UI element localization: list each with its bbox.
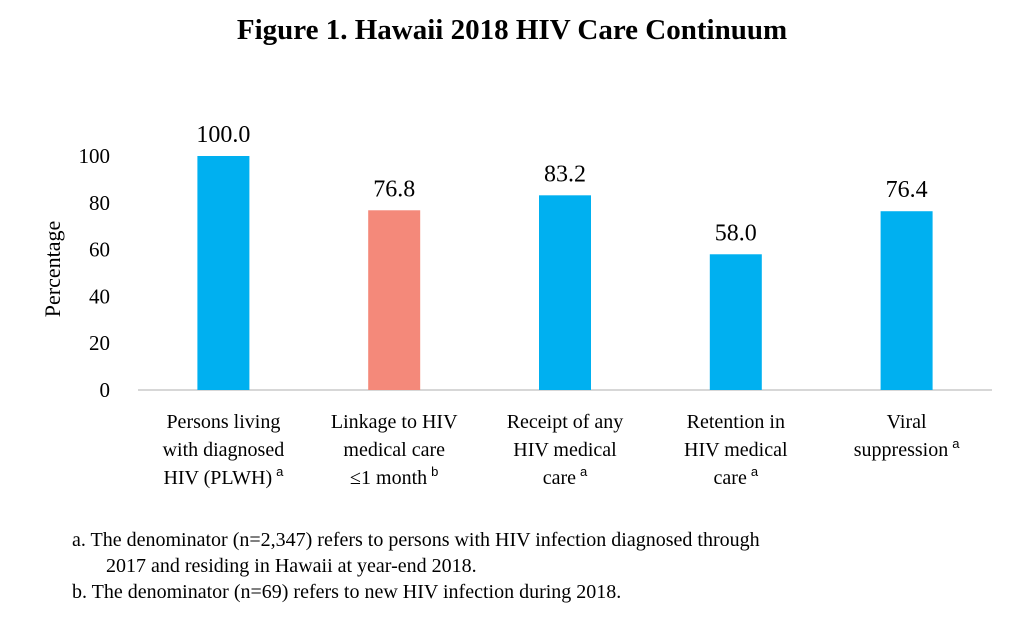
category-label: Retention in	[687, 411, 785, 433]
y-tick-label: 60	[89, 238, 110, 262]
category-label: HIV medical	[684, 439, 788, 461]
data-label: 76.4	[886, 177, 928, 203]
y-tick-label: 40	[89, 284, 110, 308]
footnotes: a. The denominator (n=2,347) refers to p…	[72, 527, 760, 605]
y-tick-label: 80	[89, 191, 110, 215]
bar	[368, 210, 421, 390]
category-label: Receipt of any	[507, 411, 624, 433]
category-label: HIV (PLWH) a	[163, 464, 284, 489]
y-tick-label: 0	[100, 378, 111, 402]
data-label: 83.2	[544, 161, 586, 187]
category-label: Viral	[887, 411, 927, 433]
category-label: medical care	[343, 439, 445, 461]
footnote-a-line2: 2017 and residing in Hawaii at year-end …	[106, 555, 477, 577]
bar	[880, 211, 933, 390]
footnote-b: b. The denominator (n=69) refers to new …	[72, 581, 622, 603]
category-label: Linkage to HIV	[331, 411, 458, 433]
bar	[197, 156, 250, 390]
chart-title: Figure 1. Hawaii 2018 HIV Care Continuum	[236, 14, 788, 46]
category-label: HIV medical	[513, 439, 617, 461]
data-label: 76.8	[373, 176, 415, 202]
bar-chart: Percentage 0 20 40 60 80 100 100.0 Persons livin…	[40, 122, 992, 489]
category-label: suppression a	[854, 436, 960, 461]
category-label: with diagnosed	[163, 439, 285, 461]
bar	[539, 195, 591, 390]
category-label: care a	[714, 464, 759, 489]
y-tick-label: 100	[79, 144, 111, 168]
data-label: 58.0	[715, 220, 757, 246]
data-label: 100.0	[196, 122, 250, 148]
y-tick-label: 20	[89, 331, 110, 355]
category-label: ≤1 month b	[350, 464, 438, 489]
y-axis-label: Percentage	[40, 221, 65, 318]
footnote-a-line1: a. The denominator (n=2,347) refers to p…	[72, 529, 760, 551]
category-label: care a	[543, 464, 588, 489]
category-label: Persons living	[166, 411, 280, 433]
bar	[709, 254, 762, 390]
